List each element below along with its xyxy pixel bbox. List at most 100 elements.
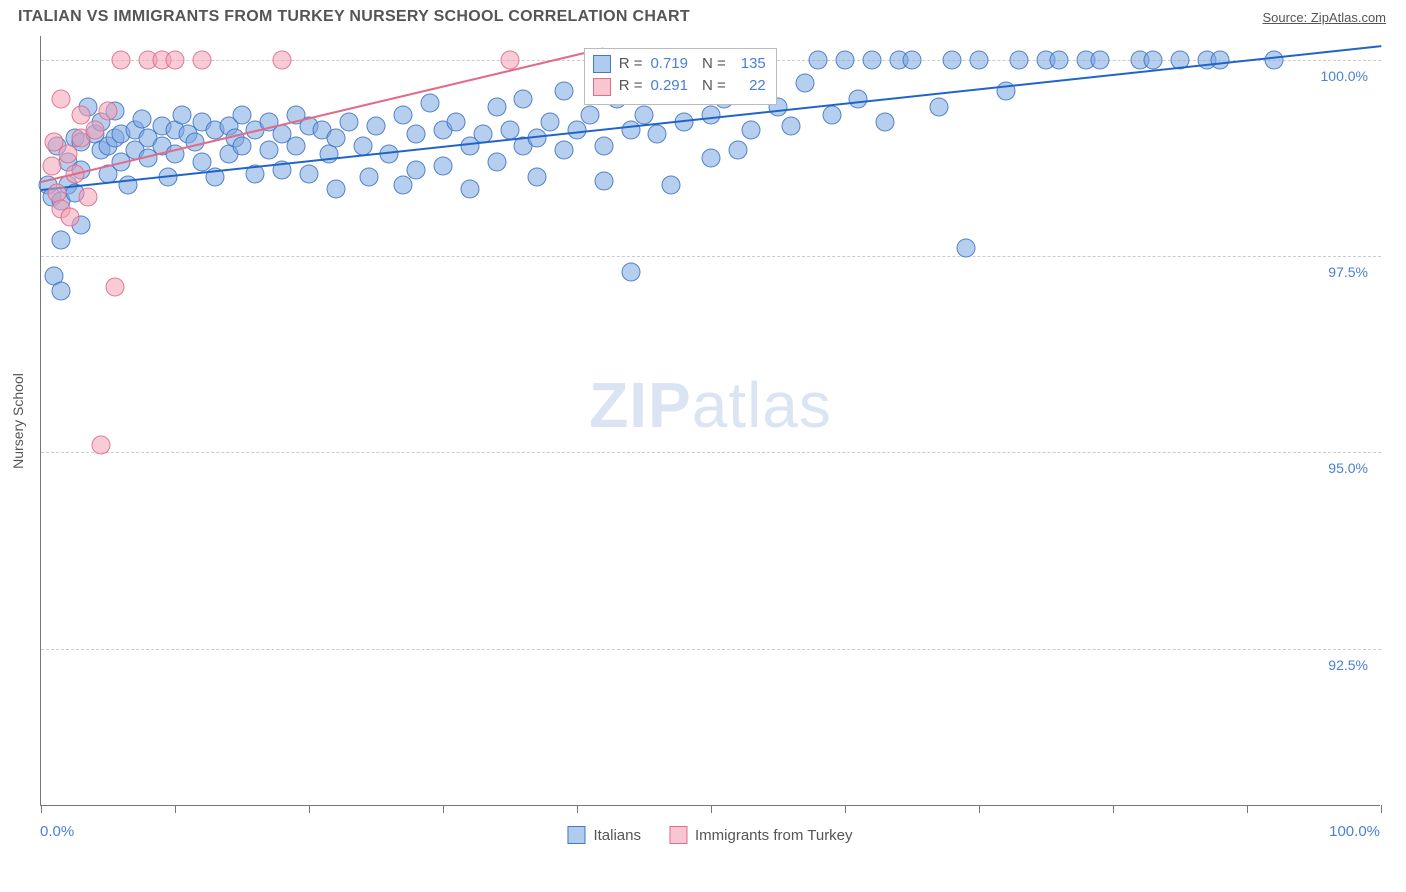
data-point (581, 105, 600, 124)
data-point (795, 74, 814, 93)
data-point (192, 152, 211, 171)
x-tick (41, 805, 42, 813)
stat-r-label: R = (619, 75, 643, 98)
data-point (514, 89, 533, 108)
x-axis-min-label: 0.0% (40, 823, 74, 840)
data-point (1050, 50, 1069, 69)
gridline (41, 452, 1381, 453)
data-point (340, 113, 359, 132)
data-point (527, 168, 546, 187)
x-tick (443, 805, 444, 813)
y-tick-label: 95.0% (1328, 460, 1368, 476)
legend-swatch (593, 78, 611, 96)
chart-area: Nursery School ZIPatlas 100.0%97.5%95.0%… (40, 36, 1380, 806)
y-tick-label: 97.5% (1328, 264, 1368, 280)
data-point (648, 125, 667, 144)
x-tick (1113, 805, 1114, 813)
data-point (105, 278, 124, 297)
data-point (554, 82, 573, 101)
title-bar: ITALIAN VS IMMIGRANTS FROM TURKEY NURSER… (0, 0, 1406, 30)
data-point (1010, 50, 1029, 69)
data-point (85, 121, 104, 140)
watermark-main: ZIP (589, 369, 692, 441)
data-point (233, 137, 252, 156)
data-point (1211, 50, 1230, 69)
data-point (728, 140, 747, 159)
data-point (407, 125, 426, 144)
data-point (326, 129, 345, 148)
data-point (286, 137, 305, 156)
source-link[interactable]: Source: ZipAtlas.com (1262, 10, 1386, 25)
data-point (72, 105, 91, 124)
data-point (52, 231, 71, 250)
data-point (367, 117, 386, 136)
y-axis-title: Nursery School (10, 373, 26, 469)
data-point (702, 148, 721, 167)
data-point (487, 152, 506, 171)
stat-n-label: N = (702, 53, 726, 76)
legend-swatch (669, 826, 687, 844)
data-point (621, 121, 640, 140)
data-point (1144, 50, 1163, 69)
watermark: ZIPatlas (589, 368, 832, 442)
data-point (172, 105, 191, 124)
data-point (862, 50, 881, 69)
stat-r-value: 0.291 (650, 75, 688, 98)
data-point (1090, 50, 1109, 69)
data-point (112, 50, 131, 69)
data-point (702, 105, 721, 124)
data-point (487, 97, 506, 116)
data-point (61, 207, 80, 226)
data-point (460, 180, 479, 199)
data-point (393, 105, 412, 124)
stat-n-value: 135 (734, 53, 766, 76)
legend-swatch (593, 55, 611, 73)
data-point (420, 93, 439, 112)
gridline (41, 256, 1381, 257)
data-point (78, 188, 97, 207)
legend-label: Immigrants from Turkey (695, 827, 853, 844)
y-tick-label: 92.5% (1328, 657, 1368, 673)
x-tick (711, 805, 712, 813)
x-tick (175, 805, 176, 813)
data-point (849, 89, 868, 108)
data-point (192, 50, 211, 69)
x-tick (845, 805, 846, 813)
legend-swatch (567, 826, 585, 844)
data-point (809, 50, 828, 69)
data-point (782, 117, 801, 136)
plot-area: ZIPatlas 100.0%97.5%95.0%92.5%R =0.719N … (40, 36, 1380, 806)
data-point (594, 137, 613, 156)
data-point (621, 262, 640, 281)
legend: Italians Immigrants from Turkey (567, 826, 852, 844)
data-point (407, 160, 426, 179)
data-point (259, 140, 278, 159)
data-point (233, 105, 252, 124)
data-point (554, 140, 573, 159)
data-point (132, 109, 151, 128)
data-point (943, 50, 962, 69)
data-point (635, 105, 654, 124)
watermark-sub: atlas (692, 369, 832, 441)
data-point (956, 239, 975, 258)
stat-r-label: R = (619, 53, 643, 76)
data-point (42, 156, 61, 175)
legend-label: Italians (593, 827, 641, 844)
data-point (434, 156, 453, 175)
data-point (166, 50, 185, 69)
stats-box: R =0.719N =135R =0.291N =22 (584, 48, 777, 105)
data-point (393, 176, 412, 195)
x-tick (979, 805, 980, 813)
data-point (876, 113, 895, 132)
gridline (41, 649, 1381, 650)
data-point (326, 180, 345, 199)
data-point (541, 113, 560, 132)
legend-item: Italians (567, 826, 641, 844)
chart-title: ITALIAN VS IMMIGRANTS FROM TURKEY NURSER… (18, 8, 690, 26)
data-point (92, 435, 111, 454)
data-point (594, 172, 613, 191)
data-point (661, 176, 680, 195)
data-point (970, 50, 989, 69)
data-point (300, 164, 319, 183)
data-point (742, 121, 761, 140)
